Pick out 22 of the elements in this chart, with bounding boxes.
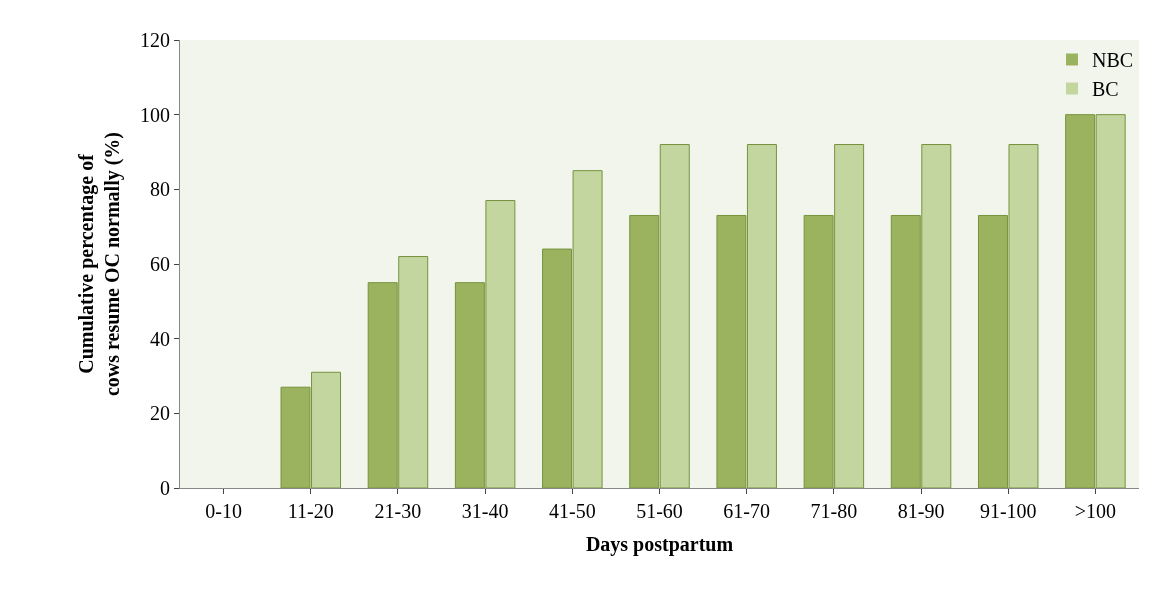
- y-tick-label: 120: [140, 29, 170, 51]
- x-tick-label: 41-50: [548, 500, 596, 522]
- y-tick-label: 20: [150, 402, 170, 425]
- y-axis-title: Cumulative percentage of cows resume OC normally (%): [74, 131, 124, 397]
- x-tick-label: 71-80: [810, 500, 858, 522]
- x-tick-label: 11-20: [287, 500, 334, 522]
- x-tick-label: 31-40: [461, 500, 509, 522]
- x-tick-label: 51-60: [636, 500, 683, 522]
- legend-label: BC: [1092, 78, 1119, 101]
- y-tick-label: 60: [150, 253, 170, 275]
- x-tick-label: 0-10: [205, 500, 242, 522]
- x-tick-label: 61-70: [723, 500, 771, 522]
- y-tick-label: 80: [150, 178, 170, 201]
- x-tick-label: 81-90: [897, 500, 945, 522]
- x-tick-label: >100: [1074, 500, 1117, 522]
- y-tick-label: 40: [150, 327, 170, 350]
- legend-label: NBC: [1092, 49, 1134, 72]
- x-axis-title: Days postpartum: [585, 532, 734, 556]
- x-tick-label: 21-30: [374, 500, 422, 522]
- y-tick-label: 0: [160, 477, 170, 499]
- y-tick-label: 100: [140, 103, 170, 126]
- x-tick-label: 91-100: [979, 500, 1037, 522]
